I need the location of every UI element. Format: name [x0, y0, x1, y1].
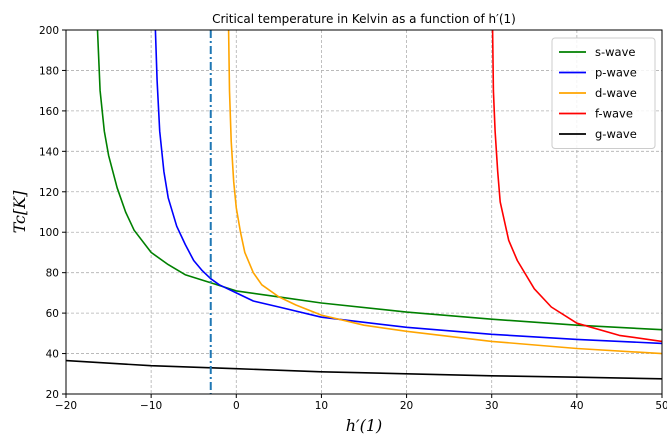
x-axis-label: h′(1): [346, 416, 383, 435]
legend-label-s-wave: s-wave: [595, 45, 635, 59]
y-axis-label: Tc[K]: [10, 190, 29, 234]
legend-label-p-wave: p-wave: [595, 66, 637, 80]
y-tick-label: 100: [39, 227, 59, 239]
x-tick-label: −20: [55, 400, 77, 412]
y-tick-label: 60: [46, 308, 59, 320]
y-tick-label: 200: [39, 25, 59, 37]
x-tick-label: 10: [315, 400, 328, 412]
y-tick-label: 140: [39, 146, 59, 158]
x-tick-label: −10: [140, 400, 162, 412]
y-tick-label: 120: [39, 187, 59, 199]
legend: s-wave p-wave d-wave f-wave g-wave: [552, 38, 655, 149]
x-tick-label: 20: [400, 400, 413, 412]
x-tick-label: 0: [233, 400, 240, 412]
legend-label-g-wave: g-wave: [595, 127, 637, 141]
y-tick-label: 80: [46, 268, 59, 280]
legend-label-d-wave: d-wave: [595, 86, 637, 100]
y-tick-label: 180: [39, 65, 59, 77]
legend-label-f-wave: f-wave: [595, 107, 633, 121]
y-tick-label: 40: [46, 349, 59, 361]
x-tick-label: 30: [485, 400, 498, 412]
chart-title: Critical temperature in Kelvin as a func…: [212, 12, 516, 26]
x-tick-label: 50: [655, 400, 667, 412]
y-tick-label: 20: [46, 389, 59, 401]
x-tick-label: 40: [570, 400, 583, 412]
y-tick-label: 160: [39, 106, 59, 118]
series-line-g-wave: [66, 361, 662, 379]
